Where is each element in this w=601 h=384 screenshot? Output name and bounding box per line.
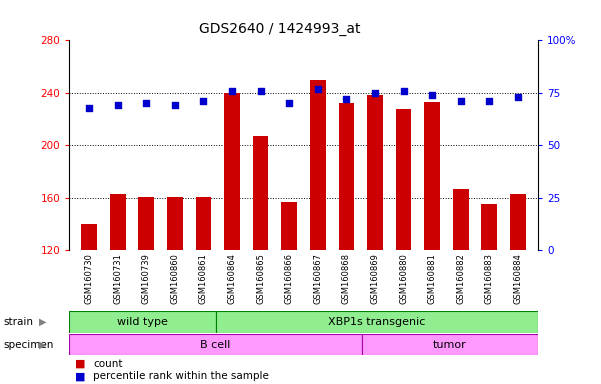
Text: GSM160864: GSM160864 (228, 253, 237, 304)
Text: count: count (93, 359, 123, 369)
Bar (481, 204, 497, 250)
Text: GSM160865: GSM160865 (256, 253, 265, 304)
Bar (510, 194, 526, 250)
Text: GSM160884: GSM160884 (513, 253, 522, 304)
Text: GSM160868: GSM160868 (342, 253, 351, 304)
Text: GSM160867: GSM160867 (313, 253, 322, 304)
Bar (310, 80, 326, 250)
Bar (281, 202, 297, 250)
Bar (167, 197, 183, 250)
Text: wild type: wild type (117, 317, 168, 327)
Bar (110, 194, 126, 250)
Point (113, 103, 123, 109)
Bar (138, 197, 154, 250)
Text: GSM160883: GSM160883 (485, 253, 494, 304)
Text: ▶: ▶ (39, 339, 46, 350)
Text: GDS2640 / 1424993_at: GDS2640 / 1424993_at (199, 23, 360, 36)
Bar (216, 311, 538, 333)
Text: specimen: specimen (3, 339, 53, 350)
Bar (253, 136, 269, 250)
Text: GSM160731: GSM160731 (113, 253, 122, 304)
Text: GSM160869: GSM160869 (370, 253, 379, 304)
Point (513, 94, 523, 100)
Point (199, 98, 209, 104)
Bar (81, 224, 97, 250)
Text: GSM160881: GSM160881 (428, 253, 437, 304)
Bar (453, 189, 469, 250)
Point (456, 98, 466, 104)
Text: strain: strain (3, 317, 33, 327)
Text: ■: ■ (75, 359, 85, 369)
Point (284, 100, 294, 106)
Bar (362, 334, 538, 355)
Bar (195, 197, 212, 250)
Bar (224, 93, 240, 250)
Text: GSM160730: GSM160730 (85, 253, 94, 304)
Point (341, 96, 351, 102)
Text: ■: ■ (75, 371, 85, 381)
Point (256, 88, 266, 94)
Point (170, 103, 180, 109)
Bar (367, 96, 383, 250)
Text: tumor: tumor (433, 339, 467, 350)
Text: percentile rank within the sample: percentile rank within the sample (93, 371, 269, 381)
Text: GSM160860: GSM160860 (170, 253, 179, 304)
Point (141, 100, 151, 106)
Point (227, 88, 237, 94)
Point (84, 104, 94, 111)
Point (313, 86, 323, 92)
Text: GSM160882: GSM160882 (456, 253, 465, 304)
Point (370, 90, 380, 96)
Text: ▶: ▶ (39, 317, 46, 327)
Bar (338, 103, 354, 250)
Point (427, 92, 437, 98)
Text: B cell: B cell (200, 339, 231, 350)
Bar (69, 334, 362, 355)
Text: GSM160880: GSM160880 (399, 253, 408, 304)
Point (398, 88, 408, 94)
Bar (69, 311, 216, 333)
Text: GSM160739: GSM160739 (142, 253, 151, 304)
Text: XBP1s transgenic: XBP1s transgenic (328, 317, 426, 327)
Text: GSM160866: GSM160866 (285, 253, 294, 304)
Bar (424, 102, 440, 250)
Text: GSM160861: GSM160861 (199, 253, 208, 304)
Bar (395, 109, 412, 250)
Point (484, 98, 494, 104)
